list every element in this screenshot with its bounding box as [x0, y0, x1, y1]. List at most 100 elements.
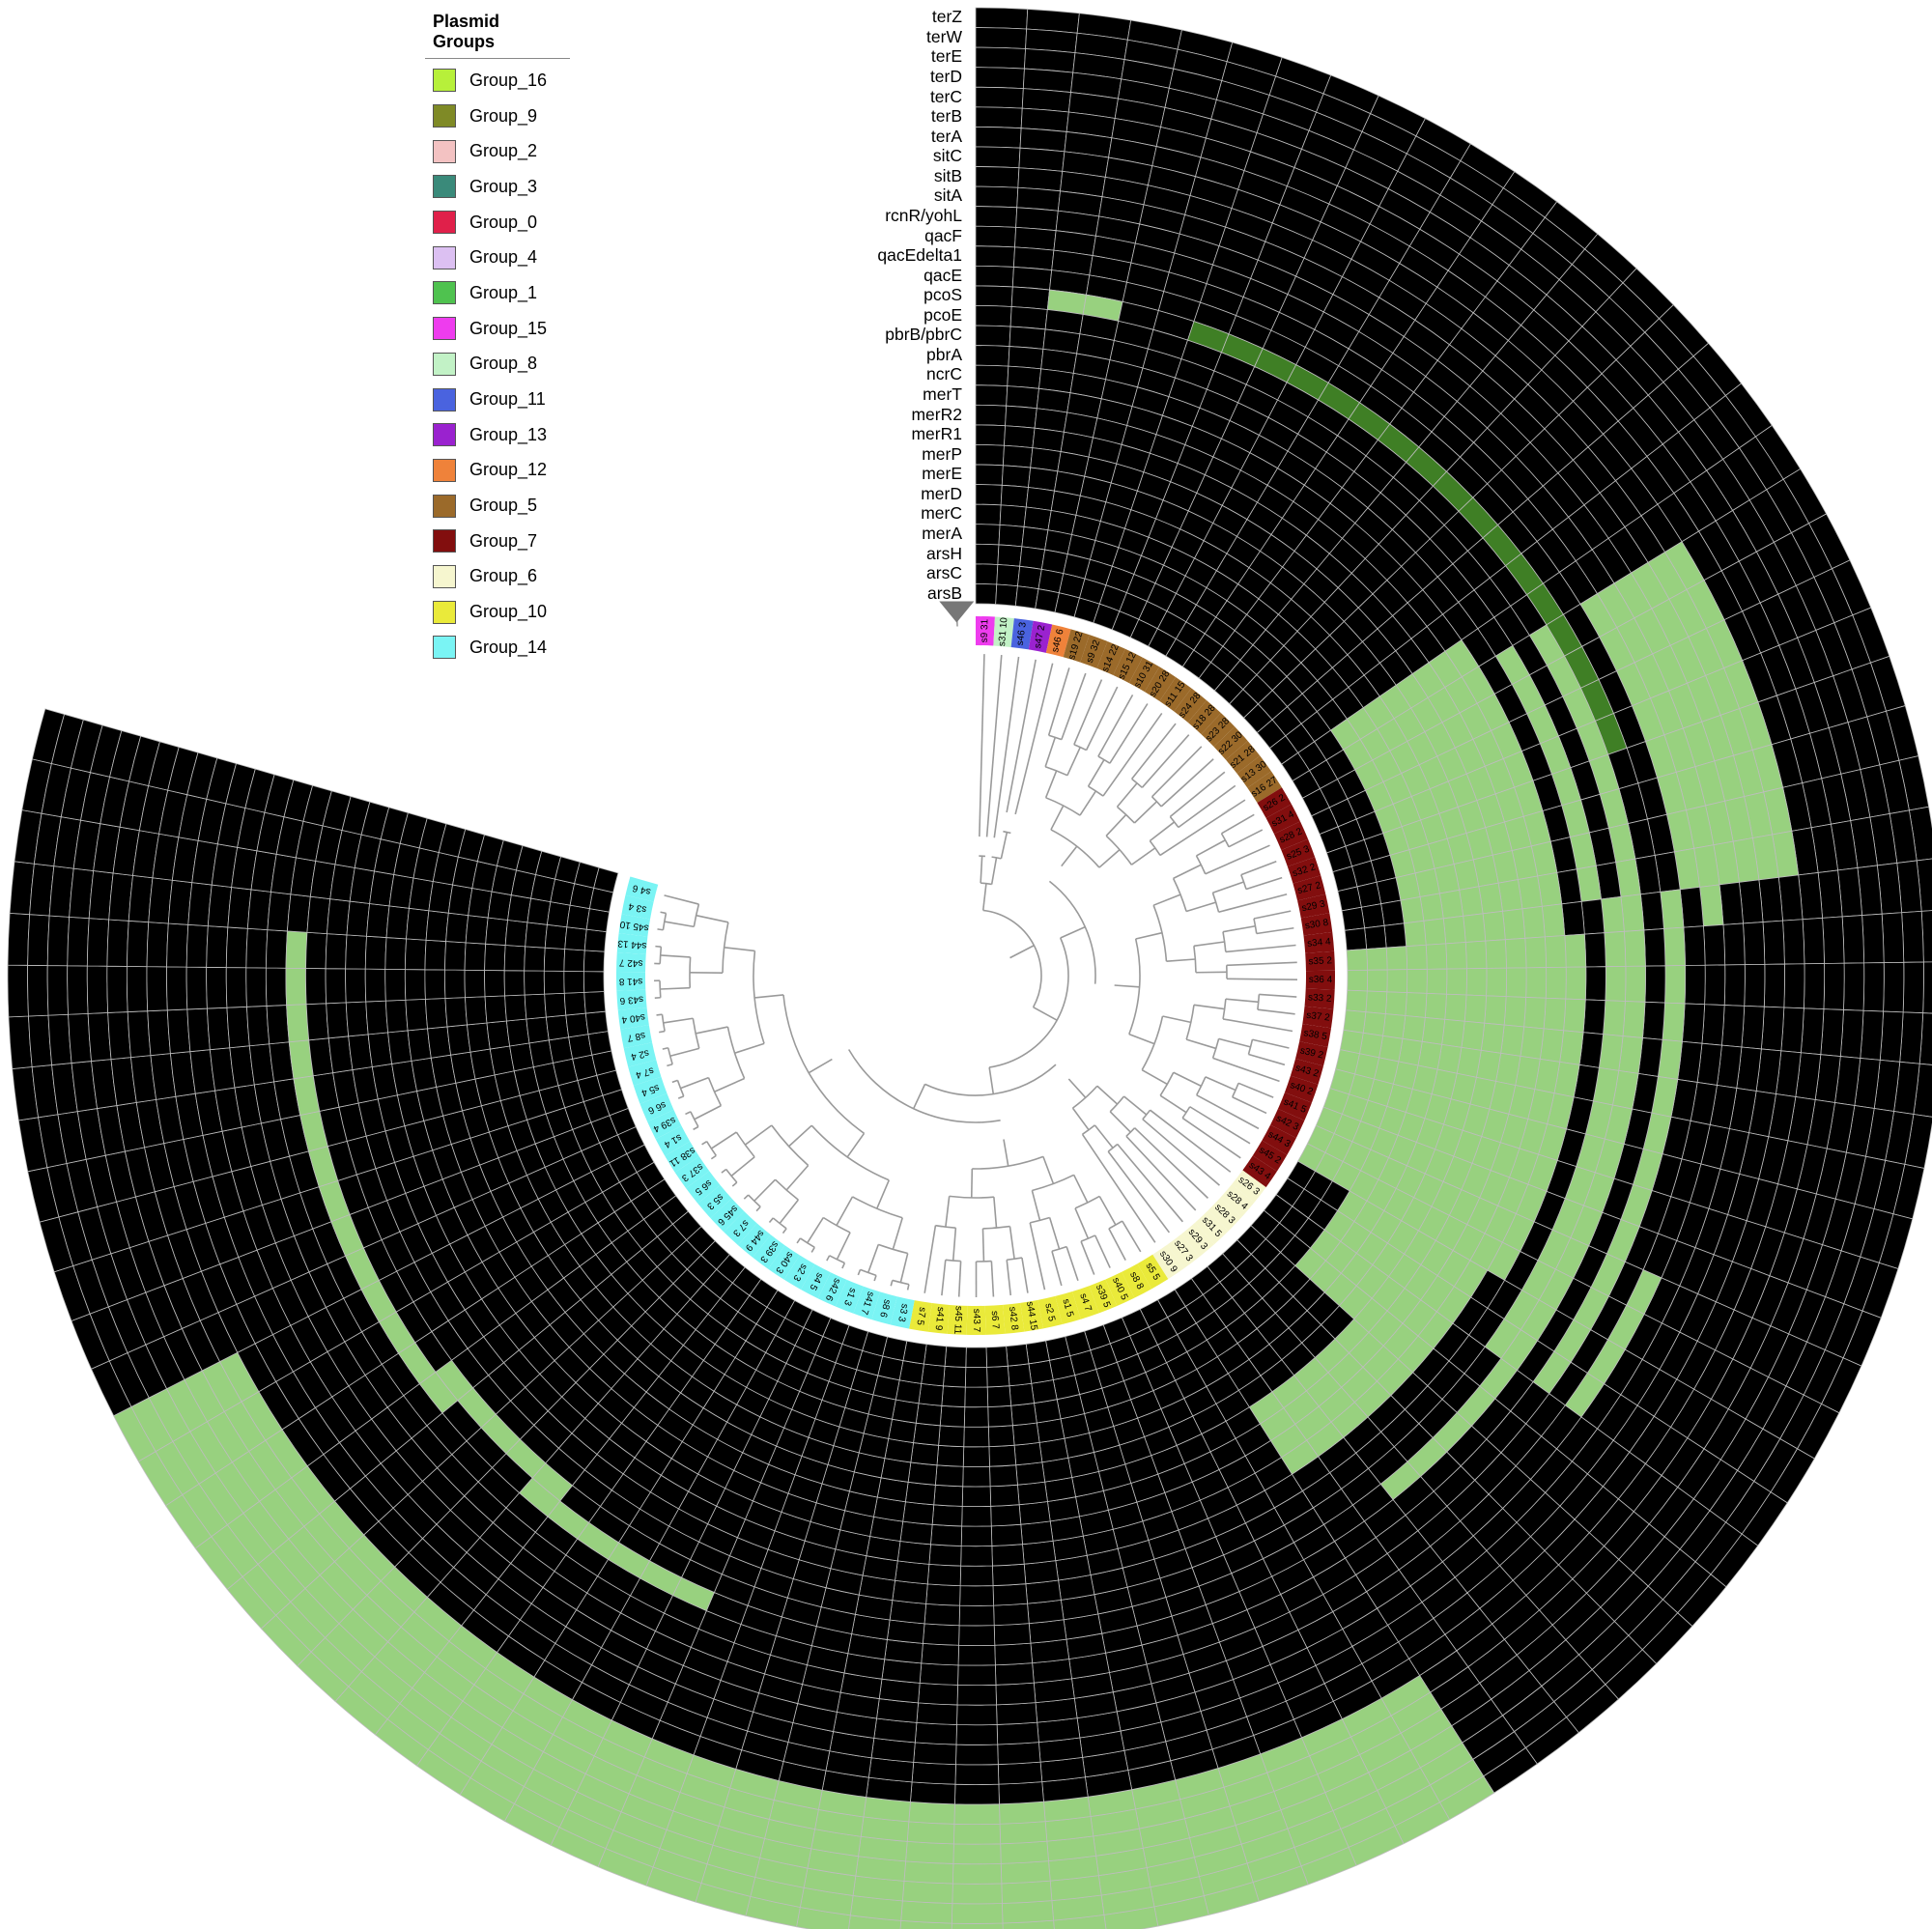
heatmap-cell — [593, 866, 619, 894]
heatmap-cell — [1014, 585, 1039, 610]
legend-label: Group_4 — [469, 247, 538, 268]
tree-branch — [1185, 901, 1216, 913]
plasmid-groups-legend: Plasmid Groups Group_16 Group_9 Group_2 Gro… — [425, 8, 570, 666]
heatmap-cell — [1419, 893, 1444, 922]
tree-branch — [722, 922, 729, 974]
heatmap-cell — [975, 325, 1011, 347]
heatmap-cell — [1504, 937, 1527, 969]
heatmap-cell — [1017, 565, 1042, 590]
tree-branch — [857, 1269, 862, 1276]
tip-group-cell — [1242, 1155, 1277, 1188]
tip-group-cell — [737, 1223, 771, 1258]
heatmap-cell — [486, 1020, 511, 1050]
heatmap-cell — [1344, 927, 1368, 951]
tree-branch — [1051, 1251, 1063, 1287]
tree-branch — [1245, 876, 1283, 891]
heatmap-cell — [1582, 999, 1606, 1035]
heatmap-cell — [87, 1012, 112, 1063]
legend-swatch — [433, 600, 456, 624]
tip-label: s41 9 — [933, 1306, 947, 1331]
heatmap-cell — [1524, 936, 1548, 969]
tree-branch — [1050, 805, 1065, 831]
heatmap-cell — [993, 1603, 1030, 1627]
legend-swatch — [433, 211, 456, 235]
heatmap-cell — [975, 464, 1004, 486]
heatmap-cell — [146, 922, 169, 968]
heatmap-cell — [1563, 998, 1586, 1034]
heatmap-cell — [943, 1365, 967, 1388]
tip-group-cell — [1305, 950, 1335, 972]
heatmap-cell — [1424, 992, 1447, 1020]
heatmap-cell — [938, 1425, 965, 1448]
tree-branch — [981, 1228, 985, 1262]
heatmap-cell — [952, 1823, 1002, 1845]
heatmap-cell — [975, 86, 1024, 109]
heatmap-cell — [1005, 405, 1037, 429]
heatmap-cell — [1023, 506, 1052, 531]
tip-group-cell — [853, 1286, 881, 1320]
tip-group-cell — [1265, 804, 1300, 835]
tree-branch — [663, 1017, 694, 1024]
tree-branch — [847, 1049, 1001, 1123]
phylogenetic-tree — [654, 620, 1297, 1298]
tree-branch — [1079, 790, 1097, 816]
heatmap-cell — [1564, 933, 1587, 968]
tip-group-cell — [890, 1296, 915, 1329]
heatmap-cell — [1463, 913, 1487, 943]
tree-branch — [785, 1164, 810, 1191]
tip-group-cell — [625, 876, 659, 902]
heatmap-cell — [925, 1583, 961, 1606]
heatmap-cell — [1018, 1501, 1051, 1525]
tip-group-cell — [835, 1279, 864, 1314]
heatmap-cell — [941, 1385, 966, 1407]
heatmap-cell — [565, 1012, 589, 1038]
tree-branch — [1107, 1143, 1119, 1152]
tree-branch — [1060, 925, 1086, 939]
tree-branch — [1116, 782, 1138, 808]
legend-swatch — [433, 104, 456, 128]
tree-branch — [1185, 1038, 1217, 1050]
tree-branch — [941, 1260, 947, 1296]
tree-branch — [1087, 759, 1105, 787]
gene-label: terC — [929, 86, 962, 106]
tip-group-cell — [1096, 640, 1125, 676]
tree-branch — [1259, 993, 1297, 998]
tip-group-cell — [1293, 875, 1326, 901]
tree-branch — [671, 1079, 678, 1084]
tree-branch — [707, 1077, 723, 1106]
tree-branch — [655, 945, 662, 948]
tip-group-cell — [753, 1234, 785, 1269]
heatmap-cell — [997, 544, 1023, 567]
heatmap-cell — [1386, 969, 1408, 994]
heatmap-cell — [975, 206, 1018, 228]
tip-group-cell — [1045, 624, 1071, 658]
tip-group-cell — [783, 1255, 815, 1290]
tree-branch — [1109, 1111, 1131, 1133]
heatmap-cell — [996, 564, 1021, 587]
tree-branch — [1114, 984, 1140, 988]
tip-label: s3 3 — [895, 1303, 910, 1323]
tip-group-cell — [984, 1304, 1006, 1335]
gene-label: pbrB/pbrC — [885, 325, 962, 345]
tip-group-cell — [724, 1210, 757, 1245]
tip-group-cell — [674, 1156, 710, 1189]
legend-swatch — [433, 352, 456, 376]
tip-label: s1 5 — [1060, 1297, 1075, 1319]
legend-item: Group_16 — [425, 63, 570, 99]
heatmap-cell — [975, 345, 1010, 367]
legend-label: Group_14 — [469, 637, 548, 657]
tip-group-cell — [616, 952, 646, 973]
heatmap-cell — [994, 1642, 1034, 1666]
heatmap-cell — [584, 1010, 609, 1035]
heatmap-cell — [996, 1702, 1038, 1725]
tree-branch — [1228, 829, 1264, 848]
tip-group-cell — [1287, 857, 1321, 884]
tip-label: s30 8 — [1304, 918, 1329, 932]
heatmap-cell — [225, 967, 247, 1008]
heatmap-cell — [245, 927, 269, 969]
heatmap-cell — [484, 970, 506, 998]
heatmap-cell — [583, 991, 607, 1014]
heatmap-cell — [1010, 286, 1050, 310]
legend-swatch — [433, 175, 456, 199]
tip-group-cell — [1137, 1254, 1169, 1290]
